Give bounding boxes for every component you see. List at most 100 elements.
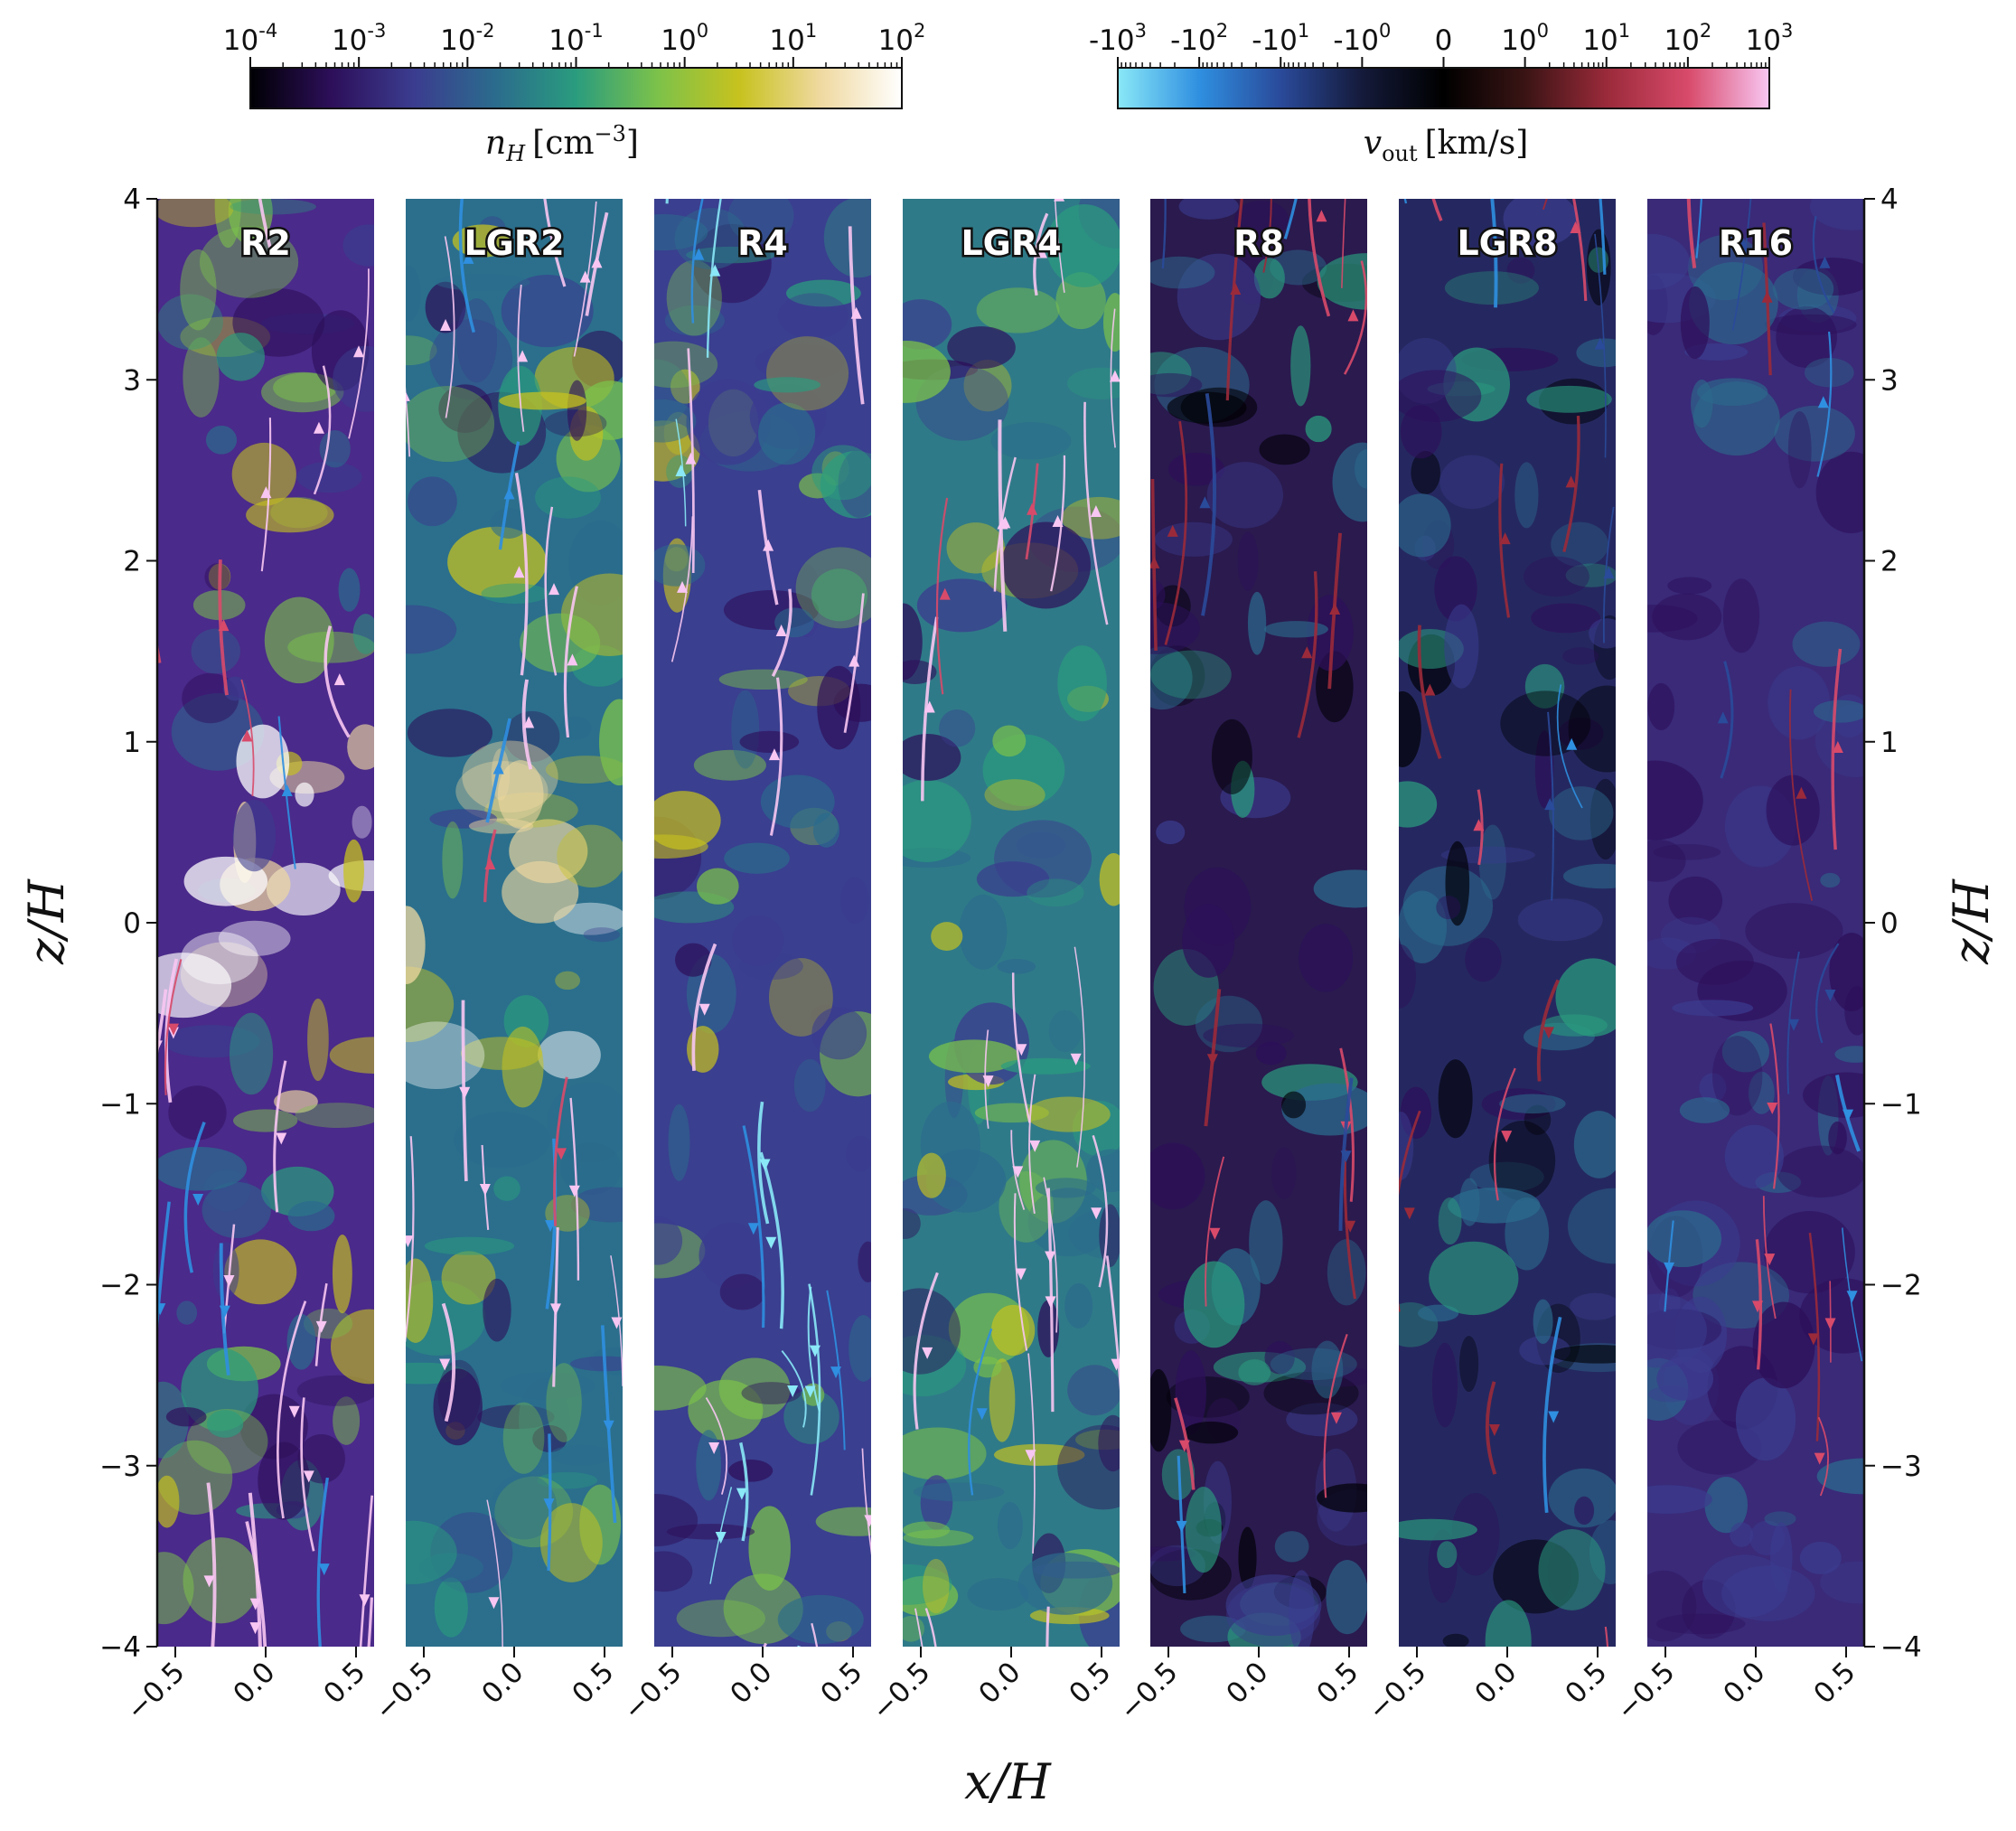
panel-image	[860, 103, 1157, 1770]
panel-r8: R8−0.5 0.0 0.5	[1111, 18, 1416, 1726]
density-blob	[1355, 449, 1378, 488]
density-blob	[1155, 522, 1233, 557]
density-blob	[1436, 896, 1460, 919]
density-blob	[295, 783, 314, 807]
panel-label: LGR4	[961, 223, 1061, 263]
x-tick-label: −0.5	[617, 1656, 689, 1727]
density-blob	[343, 840, 364, 903]
panels: R2−0.5 0.0 0.5LGR2−0.5 0.0 0.5R4−0.5 0.0 0.5LG…	[120, 18, 1907, 1820]
density-blob	[1667, 577, 1711, 595]
density-blob	[739, 731, 799, 753]
density-blob	[778, 293, 849, 339]
panel-label: LGR8	[1457, 223, 1557, 263]
density-blob	[1773, 268, 1833, 310]
density-blob	[181, 932, 258, 984]
density-blob	[732, 915, 783, 965]
density-label-sub: H	[505, 141, 526, 166]
density-blob	[1788, 411, 1812, 488]
panel-image	[1111, 18, 1416, 1661]
density-blob	[1613, 234, 1690, 290]
z-tick-label-left: 1	[123, 727, 141, 759]
tick-base: 10	[1664, 24, 1699, 57]
density-blob	[1264, 621, 1328, 637]
tick-base: 10	[1582, 24, 1617, 57]
x-tick-label: 0.0	[227, 1656, 281, 1710]
density-blob	[1459, 1178, 1479, 1225]
density-blob	[633, 1216, 682, 1265]
density-blob	[731, 690, 759, 769]
density-blob	[329, 860, 408, 891]
density-blob	[1429, 1242, 1518, 1315]
density-blob	[400, 386, 494, 462]
density-blob	[207, 1410, 243, 1438]
density-colorbar-tick-label: 10-3	[332, 20, 386, 57]
density-blob	[493, 1176, 520, 1200]
x-tick-label: −0.5	[1113, 1656, 1185, 1727]
density-blob	[135, 1552, 194, 1624]
panel-label: R16	[1719, 223, 1793, 263]
density-colorbar-label: nH [cm−3]	[485, 121, 639, 166]
tick-exponent: 3	[1135, 20, 1147, 42]
density-blob	[369, 1521, 457, 1584]
velocity-label-sub: out	[1382, 141, 1418, 166]
density-blob	[849, 1315, 878, 1382]
density-blob	[888, 299, 952, 350]
density-blob	[1443, 1634, 1469, 1648]
density-blob	[1736, 1377, 1796, 1460]
density-blob	[959, 895, 1007, 970]
velocity-colorbar-label: vout [km/s]	[1364, 125, 1529, 166]
x-tick-label: 0.5	[1559, 1656, 1613, 1710]
density-blob	[1630, 1571, 1696, 1642]
velocity-colorbar-gradient	[1118, 68, 1769, 108]
density-blob	[1027, 878, 1083, 906]
z-tick-label-right: −1	[1880, 1088, 1922, 1121]
density-blob	[462, 740, 558, 812]
density-blob	[1184, 1261, 1244, 1347]
z-tick-label-right: 2	[1880, 546, 1899, 578]
streamline	[1543, 21, 1564, 210]
density-blob	[1816, 452, 1887, 533]
density-blob	[1793, 622, 1861, 667]
density-blob	[761, 775, 835, 828]
density-blob	[246, 498, 334, 533]
density-blob	[1533, 1300, 1553, 1344]
x-tick-label: 0.5	[1807, 1656, 1861, 1710]
density-blob	[1327, 1239, 1366, 1305]
density-blob	[1271, 1147, 1296, 1199]
tick-exponent: 1	[1298, 20, 1309, 42]
density-blob	[991, 422, 1072, 459]
density-blob	[1459, 1336, 1478, 1392]
velocity-colorbar-tick-label: -102	[1170, 20, 1228, 57]
density-blob	[1439, 455, 1505, 509]
velocity-colorbar-tick-label: 100	[1501, 20, 1549, 57]
density-blob	[1064, 1283, 1092, 1329]
density-blob	[352, 806, 372, 839]
density-blob	[1129, 1546, 1196, 1561]
tick-exponent: 0	[1379, 20, 1391, 42]
tick-exponent: 2	[914, 20, 925, 42]
density-blob	[1647, 683, 1674, 730]
density-colorbar-tick-label: 102	[878, 20, 926, 57]
density-colorbar-tick-label: 10-1	[549, 20, 603, 57]
density-blob	[559, 717, 592, 740]
streamline-arrow	[749, 1719, 760, 1731]
density-colorbar-gradient	[250, 68, 902, 108]
density-blob	[1570, 1293, 1620, 1320]
streamline-arrow	[811, 1662, 821, 1674]
velocity-label-unit: [km/s]	[1425, 125, 1529, 162]
density-blob	[1027, 1096, 1111, 1131]
density-blob	[1805, 358, 1854, 388]
density-blob	[1150, 651, 1232, 700]
streamline-arrow	[787, 1685, 798, 1696]
density-blob	[557, 825, 626, 887]
density-blob	[213, 1242, 239, 1300]
density-blob	[333, 1235, 352, 1313]
density-blob	[456, 298, 497, 382]
density-blob	[1238, 532, 1259, 591]
density-blob	[435, 1577, 468, 1637]
tick-exponent: -3	[367, 20, 386, 42]
density-blob	[1514, 462, 1538, 528]
density-blob	[388, 906, 426, 984]
density-blob	[233, 800, 277, 871]
